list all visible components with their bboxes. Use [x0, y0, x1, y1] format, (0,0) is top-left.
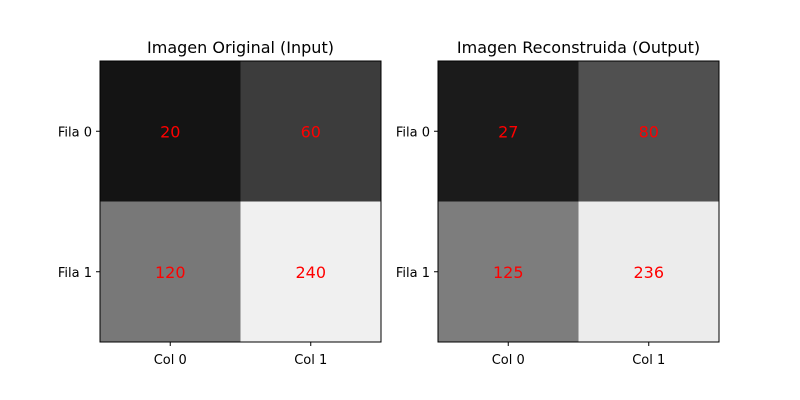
heatmap-cell-r0-c0 — [100, 61, 241, 202]
cell-value-r0-c1: 60 — [301, 122, 321, 141]
heatmap-cell-r1-c0 — [100, 201, 241, 342]
x-tick-label-1: Col 1 — [632, 353, 665, 368]
cell-value-r1-c1: 240 — [295, 263, 326, 282]
heatmap-cell-r0-c0 — [438, 61, 579, 202]
heatmap-cell-r0-c1 — [578, 61, 719, 202]
panel-original: Imagen Original (Input) 20 60 120 240 Fila … — [58, 38, 382, 368]
x-tick-label-1: Col 1 — [294, 353, 327, 368]
cell-value-r0-c0: 20 — [160, 122, 180, 141]
y-tick-label-0: Fila 0 — [396, 125, 430, 140]
plot-frame — [437, 60, 720, 343]
x-tick-label-0: Col 0 — [492, 353, 525, 368]
heatmap-cells: 27 80 125 236 — [438, 61, 719, 342]
panel-title: Imagen Original (Input) — [147, 38, 334, 57]
plot-frame — [99, 60, 382, 343]
y-tick-label-1: Fila 1 — [396, 266, 430, 281]
cell-value-r0-c1: 80 — [639, 122, 659, 141]
heatmap-cell-r1-c0 — [438, 201, 579, 342]
y-tick-label-0: Fila 0 — [58, 125, 92, 140]
cell-value-r1-c1: 236 — [633, 263, 664, 282]
heatmap-cell-r0-c1 — [240, 61, 381, 202]
axis-ticks: Fila 0 Fila 1 Col 0 Col 1 — [58, 125, 327, 368]
panel-title: Imagen Reconstruida (Output) — [457, 38, 700, 57]
y-tick-label-1: Fila 1 — [58, 266, 92, 281]
heatmap-cell-r1-c1 — [578, 201, 719, 342]
cell-value-r1-c0: 125 — [493, 263, 524, 282]
heatmap-cells: 20 60 120 240 — [100, 61, 381, 342]
cell-value-r1-c0: 120 — [155, 263, 186, 282]
x-tick-label-0: Col 0 — [154, 353, 187, 368]
cell-value-r0-c0: 27 — [498, 122, 518, 141]
axis-ticks: Fila 0 Fila 1 Col 0 Col 1 — [396, 125, 665, 368]
heatmap-cell-r1-c1 — [240, 201, 381, 342]
